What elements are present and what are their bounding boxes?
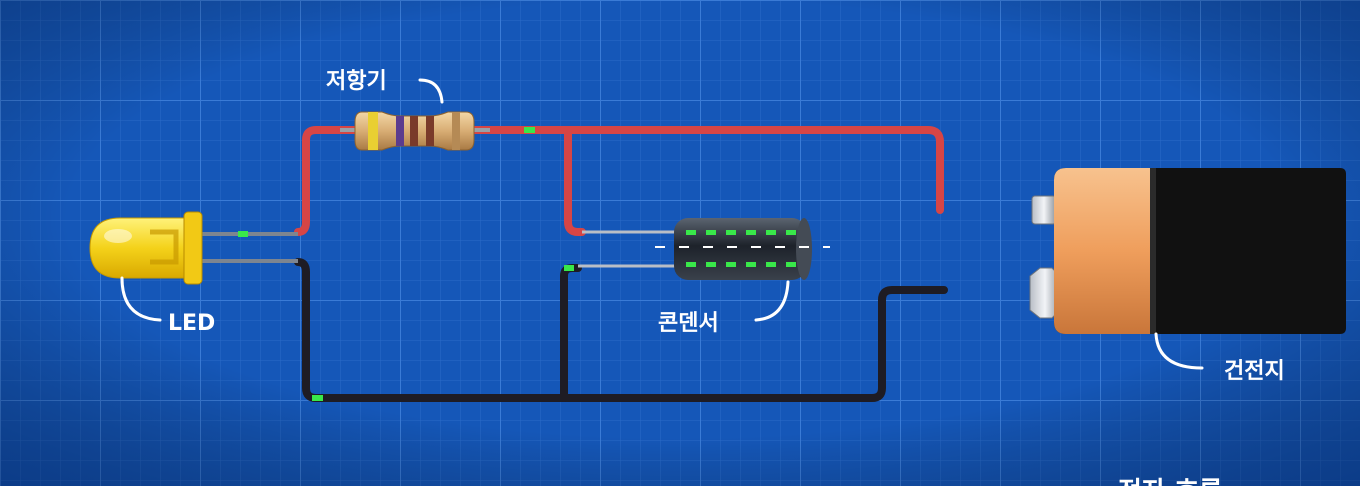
resistor-icon: [340, 111, 490, 151]
battery-icon: [1029, 168, 1346, 334]
positive-wire: [294, 126, 944, 236]
battery-leader: [1154, 332, 1204, 370]
electron-dot: [564, 265, 574, 271]
resistor-label: 저항기: [326, 69, 387, 94]
led-leader: [120, 276, 162, 322]
capacitor-icon: [578, 218, 830, 280]
label-leaders: [120, 78, 1204, 370]
capacitor-leader: [754, 280, 790, 322]
resistor-leader: [418, 78, 444, 104]
electron-dot: [524, 127, 535, 133]
electron-dot: [312, 395, 323, 401]
electron-flow-caption: 전자 흐름: [1118, 477, 1223, 486]
led-label: LED: [168, 311, 215, 336]
wire-led-to-resistor: [294, 126, 359, 236]
capacitor-label: 콘덴서: [658, 311, 719, 336]
wire-led-to-battery-negative: [294, 258, 948, 402]
battery-label: 건전지: [1224, 359, 1285, 384]
led-icon: [89, 211, 298, 285]
wire-to-capacitor-positive: [564, 126, 586, 236]
wire-resistor-to-battery: [470, 126, 944, 214]
